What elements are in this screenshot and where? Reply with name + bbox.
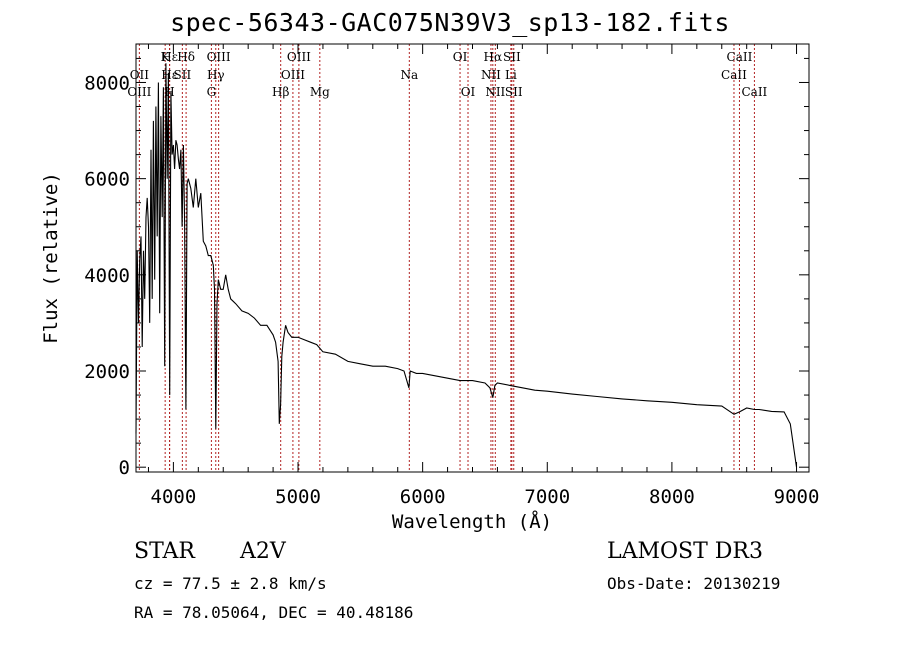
redshift-readout: cz = 77.5 ± 2.8 km/s	[134, 574, 327, 593]
line-marker-label: NII	[485, 85, 505, 99]
line-marker-label: NII	[481, 68, 501, 82]
line-marker-label: SII	[174, 68, 192, 82]
line-marker-label: G	[207, 85, 217, 99]
line-marker-label: OIII	[127, 85, 151, 99]
line-marker-label: Li	[505, 68, 517, 82]
spectrum-line	[135, 63, 798, 468]
x-tick-label: 8000	[649, 486, 695, 508]
object-class: STAR	[134, 539, 195, 564]
x-tick-label: 6000	[400, 486, 446, 508]
line-marker-label: Hα	[484, 50, 503, 64]
line-marker-label: H	[164, 85, 174, 99]
line-marker-label: OIII	[287, 50, 311, 64]
line-marker-label: OI	[461, 85, 476, 99]
x-axis-label: Wavelength (Å)	[392, 510, 552, 533]
x-tick-label: 7000	[524, 486, 570, 508]
x-axis-ticks: 4000 5000 6000 7000 8000 9000	[147, 44, 820, 508]
line-marker-label: K	[161, 50, 171, 64]
line-marker-label: Na	[400, 68, 418, 82]
y-tick-label: 4000	[84, 265, 130, 287]
line-marker-label: OII	[130, 68, 150, 82]
line-marker-label: OI	[453, 50, 468, 64]
line-marker-label: SII	[503, 50, 521, 64]
y-tick-label: 0	[119, 457, 130, 479]
x-tick-label: 4000	[151, 486, 197, 508]
line-marker-label: CaII	[727, 50, 753, 64]
line-marker-label: Hγ	[207, 68, 225, 82]
y-tick-label: 6000	[84, 169, 130, 191]
line-marker-label: OIII	[281, 68, 305, 82]
line-marker-label: SII	[505, 85, 523, 99]
line-marker-label: OIII	[207, 50, 231, 64]
line-marker-label: Hβ	[272, 85, 289, 99]
x-tick-label: 5000	[275, 486, 321, 508]
line-marker-label: Mg	[310, 85, 330, 99]
y-axis-ticks: 0 2000 4000 6000 8000	[84, 57, 809, 479]
line-markers	[138, 44, 755, 472]
x-tick-label: 9000	[774, 486, 820, 508]
chart-title: spec-56343-GAC075N39V3_sp13-182.fits	[170, 8, 730, 37]
y-tick-label: 8000	[84, 72, 130, 94]
line-marker-label: CaII	[721, 68, 747, 82]
plot-frame	[135, 43, 810, 473]
spectral-subclass: A2V	[240, 539, 286, 564]
y-tick-label: 2000	[84, 361, 130, 383]
y-axis-label: Flux (relative)	[40, 172, 62, 344]
line-marker-label: CaII	[741, 85, 767, 99]
coordinates: RA = 78.05064, DEC = 40.48186	[134, 603, 414, 622]
survey-name: LAMOST DR3	[607, 539, 763, 564]
line-marker-label: Hδ	[177, 50, 195, 64]
obs-date: Obs-Date: 20130219	[607, 574, 781, 593]
